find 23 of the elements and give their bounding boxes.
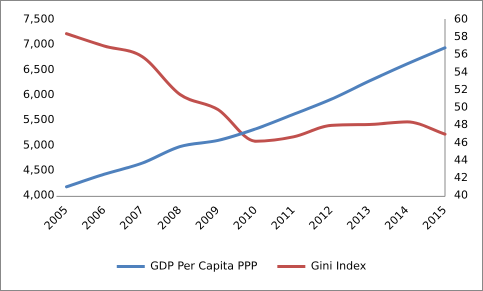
legend-label: GDP Per Capita PPP (150, 259, 258, 272)
y-tick-label: 6,000 (22, 88, 54, 102)
y2-tick-label: 60 (454, 12, 468, 26)
y-tick-label: 7,000 (22, 38, 54, 51)
y-tick-label: 7,500 (22, 12, 54, 26)
y2-tick-label: 48 (454, 118, 468, 132)
y2-tick-label: 50 (454, 100, 468, 114)
line-series (64, 32, 447, 143)
y-tick-label: 5,000 (22, 138, 54, 152)
y2-tick-label: 40 (454, 188, 468, 202)
y2-tick-label: 56 (454, 48, 468, 61)
y2-tick-label: 54 (454, 65, 468, 78)
y2-tick-label: 44 (454, 153, 468, 166)
y2-tick-label: 58 (454, 30, 468, 44)
y-tick-label: 4,000 (22, 188, 54, 202)
y-tick-label: 5,500 (22, 113, 54, 126)
y2-tick-label: 52 (454, 82, 468, 96)
y-tick-label: 6,500 (22, 62, 54, 76)
line-series (64, 46, 447, 188)
y2-tick-label: 42 (454, 171, 468, 184)
legend-label: Gini Index (310, 259, 367, 272)
y-tick-label: 4,500 (22, 164, 54, 177)
y2-tick-label: 46 (454, 136, 468, 149)
